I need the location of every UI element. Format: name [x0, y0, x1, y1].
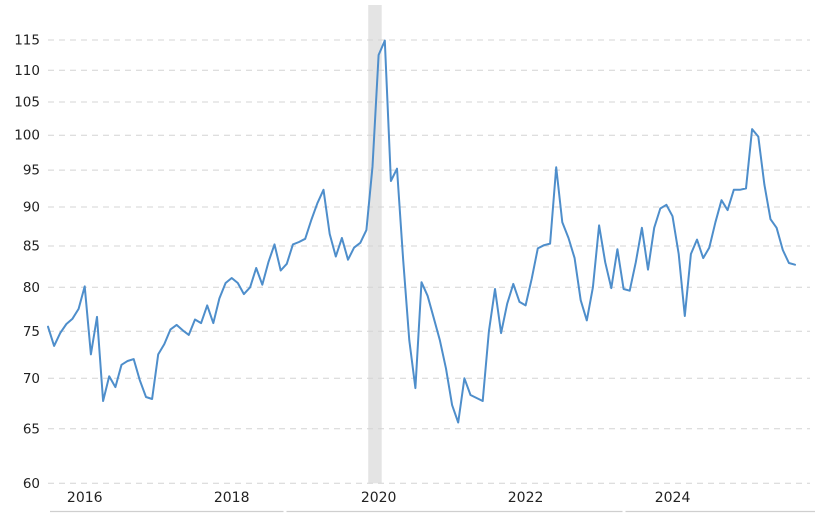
- y-tick-label: 100: [14, 128, 40, 144]
- recession-band: [368, 5, 382, 484]
- recession-band-rect: [368, 5, 382, 484]
- x-tick-label: 2020: [361, 490, 397, 506]
- x-tick-label: 2018: [214, 490, 250, 506]
- y-tick-label: 70: [23, 371, 40, 387]
- series-line-path: [47, 39, 796, 424]
- x-axis-labels: 2016 2018 2020 2022 2024: [67, 490, 691, 506]
- y-tick-label: 105: [14, 94, 40, 110]
- y-tick-label: 115: [14, 33, 40, 49]
- y-tick-label: 75: [23, 324, 40, 340]
- x-tick-label: 2024: [655, 490, 691, 506]
- data-series-line: [47, 39, 796, 424]
- x-tick-label: 2016: [67, 490, 103, 506]
- y-tick-label: 110: [14, 63, 40, 79]
- y-tick-label: 80: [23, 280, 40, 296]
- y-tick-label: 65: [23, 421, 40, 437]
- y-tick-label: 85: [23, 238, 40, 254]
- x-tick-label: 2022: [508, 490, 544, 506]
- gridlines: [48, 39, 810, 484]
- y-tick-label: 95: [23, 163, 40, 179]
- y-tick-label: 90: [23, 200, 40, 216]
- y-axis-labels: 60 65 70 75 80 85 90 95 100 105 110 115: [14, 33, 40, 492]
- y-tick-label: 60: [23, 476, 40, 492]
